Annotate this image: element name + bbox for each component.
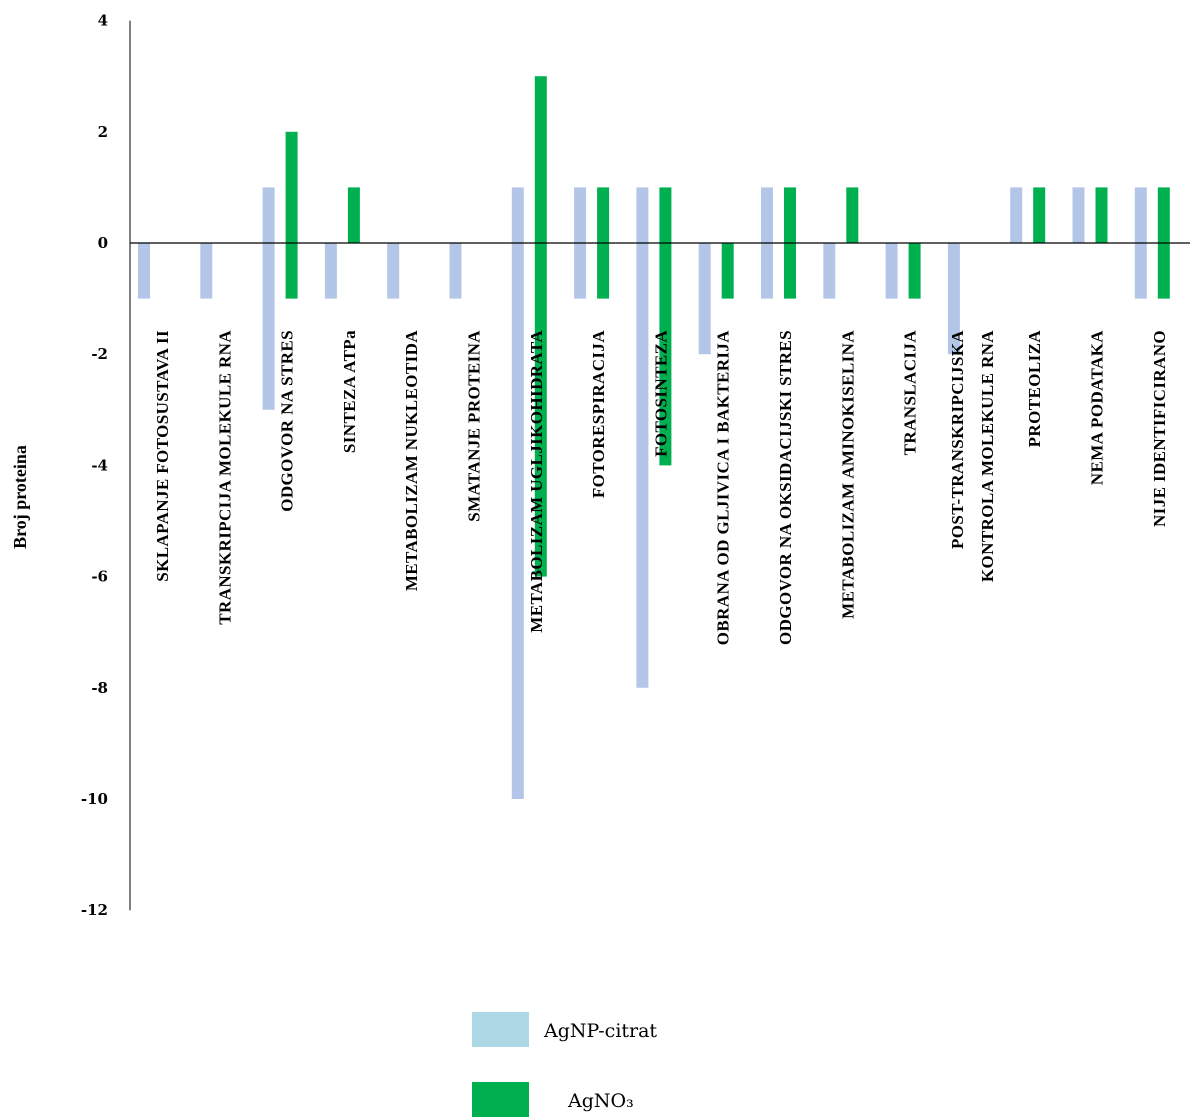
bar-agno-up-sinteza-atpa xyxy=(347,187,360,243)
bar-agno-down-fotorespiracija xyxy=(597,243,610,299)
bar-agnp-citrat-up-proteoliza xyxy=(1010,187,1023,243)
category-label-metabolizam-nukleotida: METABOLIZAM NUKLEOTIDA xyxy=(402,330,421,591)
category-label-nije-identificirano: NIJE IDENTIFICIRANO xyxy=(1150,330,1169,527)
bar-agno-down-fotosinteza xyxy=(659,243,672,466)
bar-agnp-citrat-down-smatanje-proteina xyxy=(449,243,462,299)
bar-agno-up-proteoliza xyxy=(1033,187,1046,243)
category-label-odgovor-na-oksidacijski-stres: ODGOVOR NA OKSIDACIJSKI STRES xyxy=(776,330,795,645)
bar-agno-up-nije-identificirano xyxy=(1157,187,1170,243)
bar-agnp-citrat-down-metabolizam-ugljikohidrata xyxy=(511,243,524,799)
series-agno3-bars xyxy=(285,76,1170,577)
bar-agnp-citrat-down-metabolizam-aminokiselina xyxy=(823,243,836,299)
y-tick-label: -8 xyxy=(91,679,108,697)
y-tick-label: 4 xyxy=(98,12,108,30)
category-label-post-transkripcijska: POST-TRANSKRIPCIJSKA xyxy=(948,330,967,549)
category-label-odgovor-na-stres: ODGOVOR NA STRES xyxy=(278,330,297,512)
category-label-nema-podataka: NEMA PODATAKA xyxy=(1088,330,1107,486)
bar-agnp-citrat-down-post-transkripcijska xyxy=(947,243,960,355)
bar-agno-down-odgovor-na-oksidacijski-stres xyxy=(784,243,796,299)
category-label-fotorespiracija: FOTORESPIRACIJA xyxy=(589,330,608,498)
bar-agnp-citrat-down-odgovor-na-stres xyxy=(262,243,275,410)
legend-label-agnp-citrat: AgNP-citrat xyxy=(543,1020,657,1042)
bar-agnp-citrat-down-transkripcija-molekule-rna xyxy=(200,243,213,299)
category-label-transkripcija-molekule-rna: TRANSKRIPCIJA MOLEKULE RNA xyxy=(215,330,234,625)
category-label-sklapanje-fotosustava-ii: SKLAPANJE FOTOSUSTAVA II xyxy=(153,330,172,582)
y-tick-label: -6 xyxy=(91,568,108,586)
axes xyxy=(129,20,1190,911)
bar-agnp-citrat-down-fotorespiracija xyxy=(574,243,587,299)
bar-agnp-citrat-up-fotorespiracija xyxy=(574,187,587,243)
category-label-fotosinteza: FOTOSINTEZA xyxy=(651,330,670,457)
bar-agno-up-fotorespiracija xyxy=(597,187,610,243)
bar-agnp-citrat-down-translacija xyxy=(885,243,898,299)
bar-agnp-citrat-up-odgovor-na-oksidacijski-stres xyxy=(761,187,773,243)
bar-agno-down-nije-identificirano xyxy=(1157,243,1170,299)
bar-agnp-citrat-down-sklapanje-fotosustava-ii xyxy=(138,243,150,299)
legend-label-agno3: AgNO₃ xyxy=(567,1090,634,1112)
bar-agno-up-metabolizam-aminokiselina xyxy=(846,187,859,243)
bar-agnp-citrat-up-odgovor-na-stres xyxy=(262,187,275,243)
category-label-smatanje-proteina: SMATANJE PROTEINA xyxy=(465,330,484,522)
bar-agnp-citrat-down-odgovor-na-oksidacijski-stres xyxy=(761,243,773,299)
bar-agno-down-translacija xyxy=(908,243,921,299)
bar-agnp-citrat-up-nema-podataka xyxy=(1072,187,1085,243)
bar-agnp-citrat-down-fotosinteza xyxy=(636,243,649,688)
bar-agno-down-obrana-od-gljivica-i-bakterija xyxy=(721,243,734,299)
category-label-translacija: TRANSLACIJA xyxy=(901,330,920,456)
legend-swatch-agno3 xyxy=(472,1082,529,1117)
y-tick-label: -4 xyxy=(91,456,108,474)
category-label-metabolizam-aminokiselina: METABOLIZAM AMINOKISELINA xyxy=(838,330,857,619)
category-labels: SKLAPANJE FOTOSUSTAVA II TRANSKRIPCIJA MO… xyxy=(153,330,1169,646)
bar-agno-up-fotosinteza xyxy=(659,187,672,243)
bar-agnp-citrat-up-nije-identificirano xyxy=(1134,187,1147,243)
bar-agno-down-metabolizam-ugljikohidrata xyxy=(534,243,547,577)
y-tick-label: -12 xyxy=(81,901,108,919)
bar-agno-up-metabolizam-ugljikohidrata xyxy=(534,76,547,243)
category-label-kontrola-molekule-rna: KONTROLA MOLEKULE RNA xyxy=(978,330,997,582)
bar-agno-up-odgovor-na-stres xyxy=(285,131,298,243)
y-tick-label: -10 xyxy=(81,790,108,808)
bar-agnp-citrat-up-fotosinteza xyxy=(636,187,649,243)
bar-agno-down-odgovor-na-stres xyxy=(285,243,298,299)
y-tick-label: 0 xyxy=(98,234,108,252)
category-label-metabolizam-ugljikohidrata: METABOLIZAM UGLJIKOHIDRATA xyxy=(527,330,546,633)
bar-agnp-citrat-down-obrana-od-gljivica-i-bakterija xyxy=(698,243,711,355)
category-label-proteoliza: PROTEOLIZA xyxy=(1025,330,1044,448)
y-axis-label: Broj proteina xyxy=(10,445,30,549)
y-tick-labels: 4 2 0 -2 -4 -6 -8 -10 -12 xyxy=(81,12,108,920)
bar-agnp-citrat-down-metabolizam-nukleotida xyxy=(387,243,400,299)
category-label-sinteza-atpa: SINTEZA ATPa xyxy=(340,330,359,453)
bar-agno-up-odgovor-na-oksidacijski-stres xyxy=(784,187,796,243)
y-tick-label: 2 xyxy=(98,123,108,141)
bar-agno-up-nema-podataka xyxy=(1095,187,1108,243)
bar-agnp-citrat-down-nije-identificirano xyxy=(1134,243,1147,299)
bar-agnp-citrat-up-metabolizam-ugljikohidrata xyxy=(511,187,524,243)
bar-agnp-citrat-down-sinteza-atpa xyxy=(324,243,337,299)
legend: AgNP-citrat AgNO₃ xyxy=(472,1012,657,1117)
category-label-obrana-od-gljivica-i-bakterija: OBRANA OD GLJIVICA I BAKTERIJA xyxy=(714,330,733,646)
legend-swatch-agnp-citrat xyxy=(472,1012,529,1047)
y-tick-label: -2 xyxy=(91,345,108,363)
series-agnp-citrat-bars xyxy=(138,187,1147,799)
